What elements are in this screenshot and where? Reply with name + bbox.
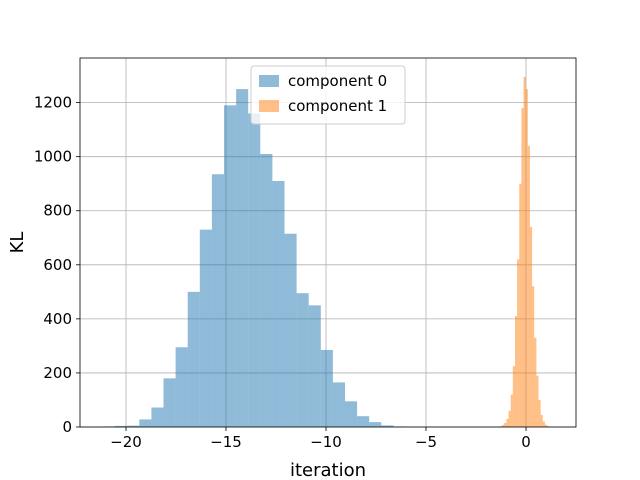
histogram-bar-series-0 [369,422,382,427]
histogram-bar-series-1 [525,89,528,427]
legend-swatch-series-0 [259,75,279,87]
histogram-bar-series-0 [332,382,345,427]
x-axis-label: iteration [290,460,366,480]
x-tick-label: −5 [415,433,437,451]
histogram-bar-series-1 [532,286,535,427]
histogram-bar-series-0 [163,378,176,427]
x-tick-label: −10 [310,433,342,451]
histogram-bar-series-0 [272,181,285,427]
histogram-bar-series-0 [308,305,321,427]
histogram-bar-series-1 [506,418,509,427]
y-tick-label: 1000 [34,148,72,166]
histogram-bar-series-1 [536,375,539,427]
histogram-bars [103,76,550,428]
legend: component 0 component 1 [250,65,406,125]
histogram-bar-series-1 [510,394,513,427]
histogram-bar-series-0 [151,407,164,427]
y-tick-label: 800 [43,202,72,220]
histogram-bar-series-1 [521,108,524,427]
histogram-bar-series-0 [115,425,128,427]
histogram-bar-series-1 [529,226,533,427]
x-tick-label: 0 [521,433,531,451]
histogram-bar-series-1 [504,422,507,427]
histogram-bar-series-0 [381,425,394,427]
histogram-bar-series-0 [345,401,358,427]
histogram-bar-series-1 [534,337,537,427]
histogram-bar-series-0 [187,291,200,427]
histogram-bar-series-0 [320,349,333,427]
histogram-bar-series-0 [260,153,273,427]
histogram-bar-series-0 [224,105,237,428]
histogram-bar-series-1 [544,424,548,427]
histogram-bar-series-0 [236,89,249,427]
histogram-bar-series-0 [248,113,261,428]
plot-frame [79,57,577,428]
y-tick-label: 200 [43,364,72,382]
legend-label-series-1: component 1 [288,97,387,115]
y-axis-label: KL [7,232,28,254]
histogram-bar-series-1 [502,424,505,427]
y-tick-label: 600 [43,256,72,274]
histogram-bar-series-0 [284,233,297,427]
histogram-bar-series-0 [296,293,309,427]
histogram-bar-series-0 [211,174,224,427]
legend-label-series-0: component 0 [288,72,387,90]
histogram-bar-series-0 [199,229,212,427]
histogram-bar-series-1 [519,183,522,427]
histogram-bar-series-1 [508,410,511,427]
histogram-bar-series-1 [500,426,503,427]
legend-box [250,65,406,125]
y-tick-label: 400 [43,310,72,328]
histogram-bar-series-1 [514,316,518,427]
histogram-bar-series-0 [357,416,370,427]
histogram-bar-series-1 [523,76,526,427]
histogram-bar-series-1 [517,259,520,427]
histogram-bar-series-0 [139,419,152,427]
histogram-bar-series-0 [127,425,140,427]
histogram-bar-series-1 [512,366,515,427]
legend-swatch-series-1 [259,100,279,112]
x-axis-ticks: −20 −15 −10 −5 0 [110,427,531,451]
histogram-bar-series-0 [175,347,188,427]
y-tick-label: 0 [62,418,72,436]
histogram-bar-series-1 [527,145,530,427]
y-tick-label: 1200 [34,94,72,112]
x-tick-label: −20 [110,433,142,451]
x-tick-label: −15 [210,433,242,451]
histogram-bar-series-1 [542,421,545,427]
histogram-bar-series-1 [540,414,543,427]
histogram-bar-series-1 [547,426,550,427]
y-axis-ticks: 0 200 400 600 800 1000 1200 [34,94,80,436]
histogram-bar-series-1 [538,399,541,427]
